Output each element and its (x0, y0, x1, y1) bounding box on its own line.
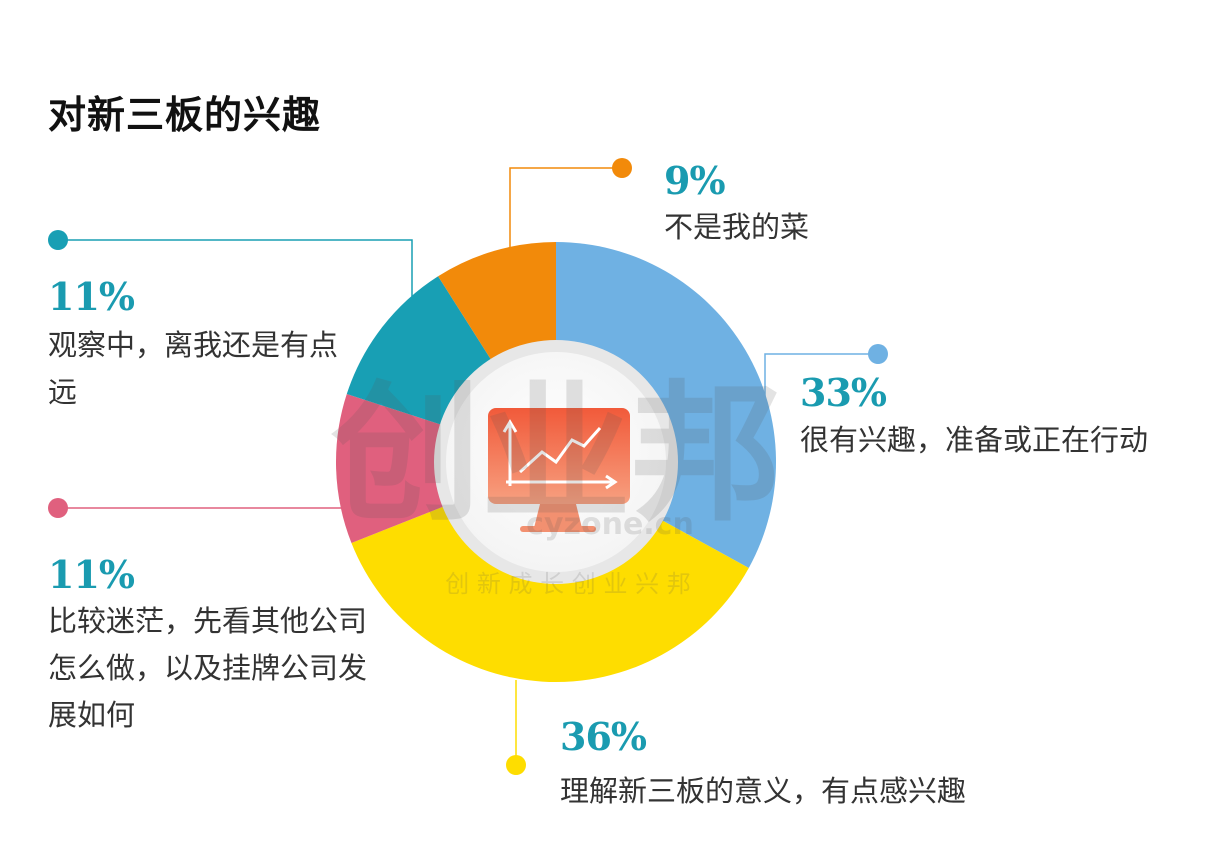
leader-line (509, 167, 622, 252)
watermark-slogan: 创 新 成 长 创 业 兴 邦 (445, 570, 690, 598)
slice-desc-label: 观察中，离我还是有点远 (48, 328, 339, 409)
watermark-brand: 创业邦 (331, 368, 781, 542)
slice-pct-label: 11% (48, 274, 135, 319)
watermark: 创业邦 cyzone.cn 创 新 成 长 创 业 兴 邦 (331, 368, 781, 598)
slice-pct-label: 33% (800, 370, 887, 415)
slice-pct-label: 36% (560, 714, 647, 759)
watermark-domain: cyzone.cn (526, 507, 694, 542)
slice-pct-label: 11% (48, 552, 135, 597)
slice-desc-label: 比较迷茫，先看其他公司怎么做，以及挂牌公司发展如何 (48, 604, 368, 732)
slice-desc-label: 理解新三板的意义，有点感兴趣 (560, 774, 967, 808)
leader-lines (48, 158, 888, 775)
leader-dot (48, 498, 68, 518)
leader-dot (612, 158, 632, 178)
leader-line (764, 353, 878, 400)
monitor-growth-chart-icon (488, 408, 630, 532)
leader-dot (48, 230, 68, 250)
slice-pct-label: 9% (664, 158, 726, 203)
chart-title: 对新三板的兴趣 (48, 93, 322, 137)
leader-dot (868, 344, 888, 364)
slice-desc-label: 很有兴趣，准备或正在行动 (800, 423, 1149, 457)
slice-desc-label: 不是我的菜 (664, 210, 810, 244)
leader-dot (506, 755, 526, 775)
leader-line (58, 239, 413, 300)
